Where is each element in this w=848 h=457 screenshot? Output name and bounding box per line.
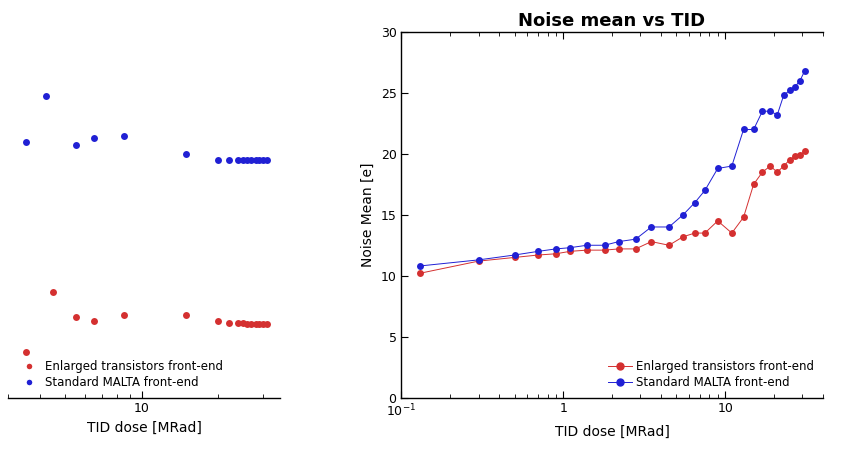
X-axis label: TID dose [MRad]: TID dose [MRad] [86, 421, 202, 435]
Point [87, 134, 101, 142]
Point [241, 321, 254, 328]
Point [69, 142, 82, 149]
Point [117, 133, 131, 140]
Point [245, 156, 259, 164]
Point [69, 314, 82, 321]
Point [241, 156, 254, 164]
Point [211, 156, 225, 164]
Legend: Enlarged transistors front-end, Standard MALTA front-end: Enlarged transistors front-end, Standard… [14, 357, 226, 392]
Point [245, 321, 259, 328]
Point [248, 156, 262, 164]
X-axis label: TID dose [MRad]: TID dose [MRad] [555, 425, 669, 439]
Point [19, 138, 32, 145]
Point [237, 319, 250, 326]
Point [222, 319, 236, 326]
Point [248, 321, 262, 328]
Point [253, 321, 266, 328]
Point [39, 92, 53, 100]
Point [232, 156, 245, 164]
Point [180, 312, 193, 319]
Point [253, 156, 266, 164]
Point [256, 156, 270, 164]
Title: Noise mean vs TID: Noise mean vs TID [518, 12, 706, 31]
Y-axis label: Noise Mean [e]: Noise Mean [e] [361, 163, 375, 267]
Point [232, 319, 245, 326]
Point [260, 156, 274, 164]
Point [117, 312, 131, 319]
Point [260, 321, 274, 328]
Point [19, 348, 32, 356]
Legend: Enlarged transistors front-end, Standard MALTA front-end: Enlarged transistors front-end, Standard… [605, 357, 817, 392]
Point [180, 151, 193, 158]
Point [222, 156, 236, 164]
Point [47, 288, 60, 295]
Point [237, 156, 250, 164]
Point [211, 317, 225, 324]
Point [256, 321, 270, 328]
Point [87, 317, 101, 324]
